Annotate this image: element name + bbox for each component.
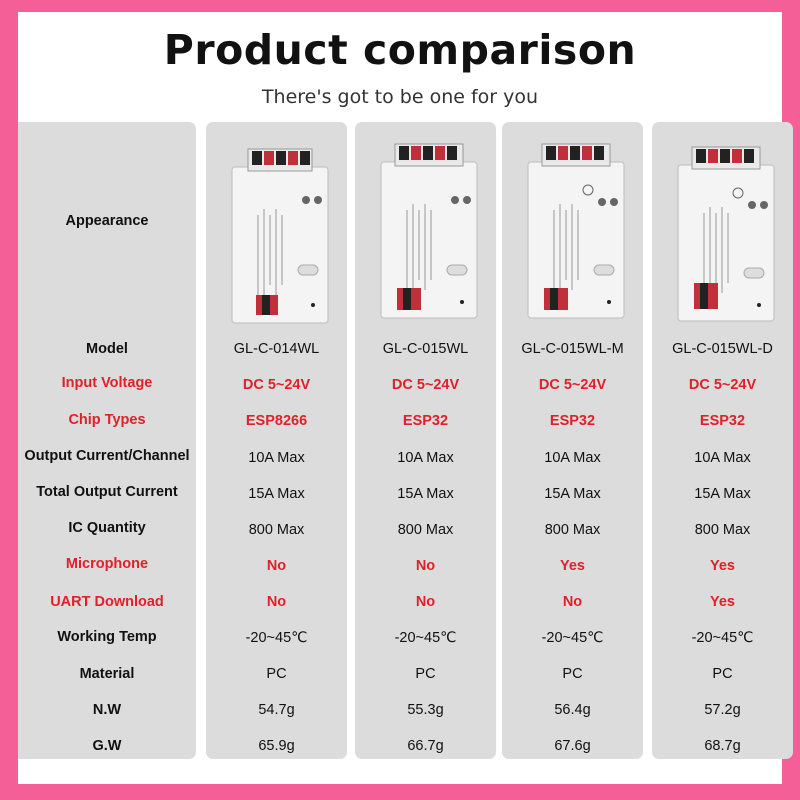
gross-weight-value: 65.9g — [258, 738, 295, 754]
net-weight-value: 55.3g — [407, 702, 444, 718]
chip-type-value: ESP8266 — [245, 413, 308, 429]
total-current-value: 15A Max — [248, 486, 305, 502]
working-temp-value: -20~45℃ — [245, 630, 308, 646]
gross-weight-value: 66.7g — [407, 738, 444, 754]
model-value: GL-C-015WL-D — [672, 341, 773, 357]
controller-photo — [527, 143, 625, 319]
uart-download-value: No — [415, 594, 436, 610]
row-label-chip-types: Chip Types — [68, 412, 146, 428]
row-label-output-current-channel: Output Current/Channel — [24, 448, 190, 464]
input-voltage-value: DC 5~24V — [688, 377, 757, 393]
working-temp-value: -20~45℃ — [541, 630, 604, 646]
row-label-model: Model — [86, 341, 128, 357]
row-label-total-output-current: Total Output Current — [36, 484, 178, 500]
uart-download-value: Yes — [710, 594, 735, 610]
material-value: PC — [712, 666, 733, 682]
input-voltage-value: DC 5~24V — [538, 377, 607, 393]
total-current-value: 15A Max — [694, 486, 751, 502]
total-current-value: 15A Max — [544, 486, 601, 502]
net-weight-value: 57.2g — [704, 702, 741, 718]
microphone-value: No — [266, 558, 287, 574]
row-label-microphone: Microphone — [65, 556, 149, 572]
ic-quantity-value: 800 Max — [397, 522, 454, 538]
total-current-value: 15A Max — [397, 486, 454, 502]
model-value: GL-C-015WL-M — [521, 341, 624, 357]
material-value: PC — [266, 666, 287, 682]
chip-type-value: ESP32 — [402, 413, 449, 429]
input-voltage-value: DC 5~24V — [391, 377, 460, 393]
working-temp-value: -20~45℃ — [691, 630, 754, 646]
microphone-value: No — [415, 558, 436, 574]
input-voltage-value: DC 5~24V — [242, 377, 311, 393]
net-weight-value: 54.7g — [258, 702, 295, 718]
output-current-value: 10A Max — [397, 450, 454, 466]
controller-photo — [677, 146, 775, 322]
ic-quantity-value: 800 Max — [694, 522, 751, 538]
model-value: GL-C-015WL — [382, 341, 469, 357]
output-current-value: 10A Max — [694, 450, 751, 466]
ic-quantity-value: 800 Max — [544, 522, 601, 538]
row-label-material: Material — [79, 666, 135, 682]
controller-photo — [380, 143, 478, 319]
chip-type-value: ESP32 — [549, 413, 596, 429]
page-title: Product comparison — [163, 26, 637, 74]
gross-weight-value: 67.6g — [554, 738, 591, 754]
ic-quantity-value: 800 Max — [248, 522, 305, 538]
uart-download-value: No — [266, 594, 287, 610]
label-column — [18, 122, 196, 759]
microphone-value: Yes — [710, 558, 735, 574]
output-current-value: 10A Max — [544, 450, 601, 466]
row-label-appearance: Appearance — [65, 213, 149, 229]
controller-photo — [231, 148, 329, 324]
uart-download-value: No — [562, 594, 583, 610]
row-label-input-voltage: Input Voltage — [61, 375, 153, 391]
row-label-gross-weight: G.W — [92, 738, 122, 754]
output-current-value: 10A Max — [248, 450, 305, 466]
material-value: PC — [415, 666, 436, 682]
working-temp-value: -20~45℃ — [394, 630, 457, 646]
page-subtitle: There's got to be one for you — [261, 86, 539, 108]
row-label-working-temp: Working Temp — [57, 629, 157, 645]
net-weight-value: 56.4g — [554, 702, 591, 718]
chip-type-value: ESP32 — [699, 413, 746, 429]
row-label-ic-quantity: IC Quantity — [68, 520, 146, 536]
microphone-value: Yes — [560, 558, 585, 574]
material-value: PC — [562, 666, 583, 682]
model-value: GL-C-014WL — [233, 341, 320, 357]
row-label-uart-download: UART Download — [50, 594, 164, 610]
gross-weight-value: 68.7g — [704, 738, 741, 754]
row-label-net-weight: N.W — [92, 702, 122, 718]
